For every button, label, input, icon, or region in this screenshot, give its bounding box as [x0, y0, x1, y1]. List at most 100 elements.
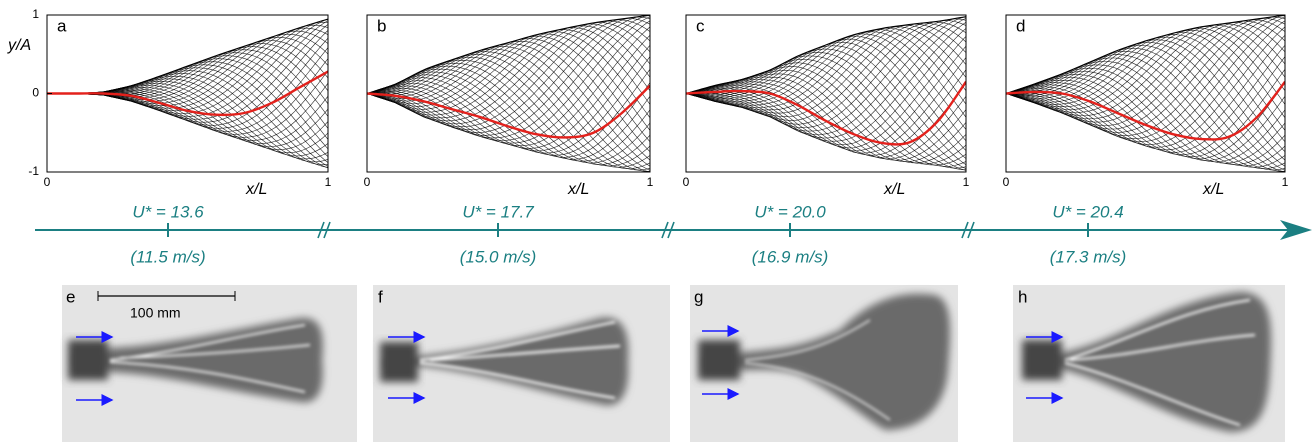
x-axis-label: x/L: [567, 181, 589, 198]
snapshot-line: [1006, 34, 1285, 151]
y-tick-label: -1: [28, 164, 39, 178]
snapshot-line: [686, 21, 966, 142]
x-axis-label: x/L: [883, 181, 905, 198]
snapshot-line: [47, 24, 328, 123]
plot-frame: [366, 14, 651, 173]
snapshot-line: [367, 54, 650, 171]
panel: d 0 1 x/L: [1003, 14, 1289, 198]
x-tick-label: 1: [647, 175, 654, 189]
highlight-curve: [1006, 80, 1285, 141]
photo-label: e: [66, 287, 75, 306]
panel-label: d: [1016, 16, 1025, 35]
snapshot-line: [686, 57, 966, 154]
snapshot-line: [367, 18, 650, 130]
x-axis-label: x/L: [1202, 181, 1224, 198]
snapshot-line: [1006, 19, 1285, 126]
reduced-velocity: U* = 17.7: [462, 202, 534, 221]
photo-g: [690, 285, 958, 442]
x-tick-label: 0: [364, 175, 371, 189]
x-tick-label: 0: [44, 175, 51, 189]
photo-label: h: [1018, 287, 1027, 306]
snapshot-line: [686, 26, 966, 108]
snapshot-line: [1006, 61, 1285, 168]
timeline: [35, 220, 1312, 240]
snapshot-line: [47, 58, 328, 150]
snapshot-line: [1006, 15, 1285, 136]
snapshot-line: [367, 57, 650, 169]
snapshot-line: [47, 49, 328, 117]
snapshot-line: [1006, 56, 1285, 155]
panel: c 0 1 x/L: [683, 14, 970, 198]
snapshot-line: [367, 48, 650, 172]
snapshot-line: [367, 20, 650, 144]
plot-frame: [1005, 14, 1286, 173]
snapshot-line: [686, 55, 966, 170]
reduced-velocity: U* = 20.0: [754, 202, 826, 221]
x-tick-label: 0: [1003, 175, 1010, 189]
snapshot-line: [367, 46, 650, 171]
snapshot-line: [1006, 45, 1285, 171]
snapshot-line: [1006, 20, 1285, 145]
x-tick-label: 1: [1282, 175, 1289, 189]
snapshot-line: [686, 16, 966, 135]
flow-speed: (15.0 m/s): [460, 247, 537, 266]
flow-speed: (11.5 m/s): [130, 247, 205, 266]
snapshot-line: [686, 45, 966, 152]
snapshot-line: [686, 21, 966, 121]
photo-h: [1013, 285, 1285, 442]
snapshot-line: [1006, 16, 1285, 142]
y-tick-label: 0: [32, 86, 39, 100]
flow-speed: (17.3 m/s): [1050, 247, 1127, 266]
snapshot-line: [367, 34, 650, 149]
envelope: [686, 16, 966, 94]
snapshot-line: [47, 88, 328, 147]
snapshot-line: [367, 45, 650, 152]
snapshots: [1006, 15, 1285, 172]
panel: a 0 1 1 0 -1 x/L y/A: [7, 7, 332, 198]
snapshot-line: [367, 71, 650, 162]
snapshot-line: [367, 15, 650, 136]
photo-e: 100 mm: [62, 285, 357, 442]
x-tick-label: 0: [683, 175, 690, 189]
x-tick-label: 1: [325, 175, 332, 189]
photo-label: g: [694, 287, 703, 306]
clamp: [68, 340, 108, 380]
snapshot-line: [1006, 15, 1285, 139]
snapshot-line: [1006, 18, 1285, 130]
photo-f: [373, 285, 670, 442]
snapshot-line: [47, 70, 328, 138]
snapshot-line: [367, 19, 650, 128]
snapshot-line: [686, 48, 966, 169]
snapshot-line: [47, 64, 328, 163]
reduced-velocity: U* = 20.4: [1052, 202, 1123, 221]
highlight-curve: [367, 84, 650, 139]
snapshot-line: [47, 37, 328, 129]
panel-label: a: [57, 16, 67, 35]
snapshot-line: [686, 18, 966, 139]
snapshot-line: [367, 16, 650, 133]
snapshot-line: [686, 66, 966, 166]
snapshots: [686, 16, 966, 171]
snapshot-line: [686, 59, 966, 169]
snapshot-line: [367, 25, 650, 116]
flag-image: [75, 317, 323, 403]
snapshot-line: [1006, 48, 1285, 172]
panel-label: c: [696, 16, 705, 35]
snapshot-line: [686, 62, 966, 167]
timeline-arrowhead: [1280, 220, 1312, 240]
axis-breaks: [317, 221, 975, 239]
plot-frame: [685, 14, 967, 173]
envelope: [1006, 15, 1285, 94]
x-tick-label: 1: [963, 175, 970, 189]
flow-speed: (16.9 m/s): [752, 247, 829, 266]
panel: b 0 1 x/L: [364, 14, 654, 198]
snapshot-line: [1006, 54, 1285, 171]
streaks: [109, 324, 311, 393]
envelope: [367, 15, 650, 94]
snapshot-line: [1006, 57, 1285, 169]
snapshot-line: [1006, 51, 1285, 172]
snapshot-line: [686, 17, 966, 132]
y-tick-label: 1: [32, 7, 39, 21]
snapshot-line: [367, 59, 650, 168]
